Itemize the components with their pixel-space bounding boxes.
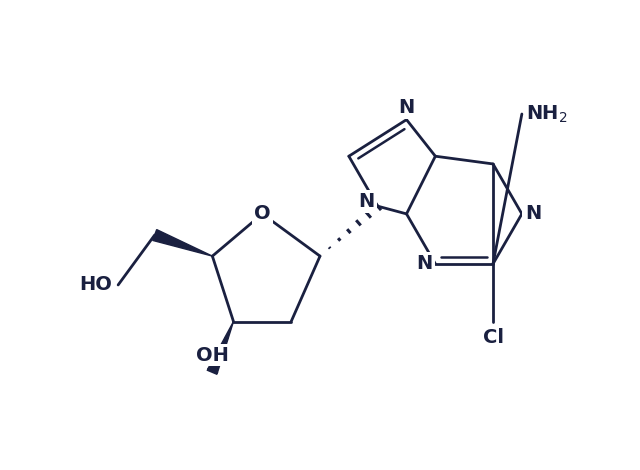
Polygon shape (153, 229, 212, 256)
Text: HO: HO (79, 275, 113, 294)
Text: Cl: Cl (483, 329, 504, 347)
Text: N: N (525, 204, 541, 223)
Text: N: N (358, 192, 375, 211)
Text: O: O (254, 204, 271, 223)
Text: NH$_2$: NH$_2$ (527, 103, 568, 125)
Polygon shape (207, 321, 234, 374)
Text: N: N (398, 98, 415, 117)
Text: OH: OH (196, 345, 229, 365)
Text: N: N (416, 254, 433, 274)
